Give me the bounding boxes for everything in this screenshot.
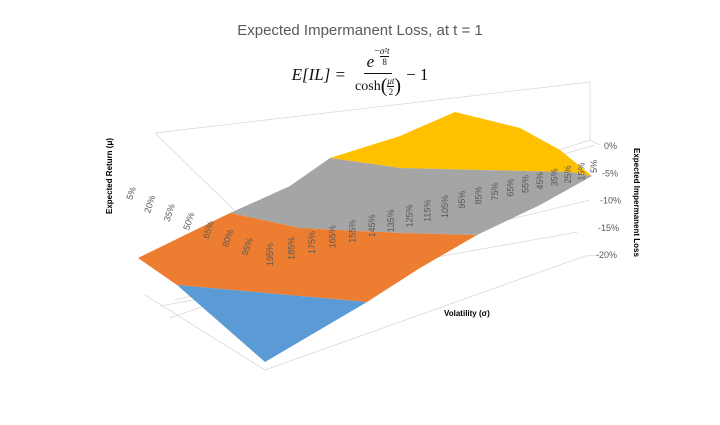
- gridline: [264, 255, 586, 371]
- surface-band-5-to-10: [230, 158, 592, 235]
- y-tick-label: 35%: [162, 203, 177, 223]
- formula-exp-den: 8: [382, 57, 387, 67]
- x-tick-label: 115%: [423, 200, 433, 222]
- x-tick-label: 175%: [307, 231, 317, 254]
- x-tick-label: 135%: [386, 209, 396, 232]
- formula-fraction: e − σ²t 8 cosh ( μt 2 ): [355, 46, 402, 98]
- surface-band-0-to-5: [330, 112, 592, 176]
- y-tick-label: 20%: [142, 194, 157, 214]
- x-tick-label: 185%: [286, 237, 296, 260]
- surface: [138, 112, 592, 362]
- formula-exponent: − σ²t 8: [374, 46, 390, 67]
- x-tick-label: 35%: [549, 168, 559, 186]
- formula-numerator: e − σ²t 8: [363, 46, 393, 74]
- z-tick-label: -15%: [598, 223, 619, 233]
- surface-band-15-to-20: [177, 285, 367, 362]
- x-tick-label: 25%: [563, 165, 573, 183]
- x-tick-label: 45%: [535, 172, 545, 190]
- x-tick-labels: 195% 185% 175% 165% 155% 145% 135% 125% 115% 105%…: [265, 160, 599, 266]
- z-axis-title: Expected Impermanent Loss: [632, 148, 641, 257]
- x-tick-label: 75%: [490, 182, 500, 200]
- gridline: [589, 139, 601, 146]
- y-tick-label: 50%: [181, 211, 196, 231]
- z-tick-label: -10%: [600, 196, 621, 206]
- z-tick-label: -20%: [596, 250, 617, 260]
- z-tick-label: 0%: [604, 141, 617, 151]
- x-tick-label: 5%: [589, 160, 599, 173]
- z-tick-labels: 0% -5% -10% -15% -20%: [596, 141, 621, 260]
- formula-exp-sign: −: [374, 46, 380, 57]
- surface-band-10-to-15: [138, 213, 477, 302]
- x-tick-label: 145%: [367, 214, 377, 237]
- formula-exp-num: σ²t: [379, 46, 390, 57]
- formula-den-func: cosh: [355, 78, 381, 94]
- formula-den-num: μt: [387, 76, 395, 87]
- gridline: [144, 294, 266, 371]
- formula-exp-fraction: σ²t 8: [379, 46, 390, 67]
- formula: E[IL] = e − σ²t 8 cosh ( μt 2 ) − 1: [0, 46, 720, 98]
- x-tick-label: 55%: [521, 175, 531, 193]
- x-tick-label: 95%: [457, 191, 467, 209]
- formula-num-base: e: [366, 52, 375, 71]
- x-tick-label: 65%: [505, 179, 515, 197]
- gridline: [154, 81, 591, 134]
- x-tick-label: 15%: [576, 163, 586, 181]
- chart-title: Expected Impermanent Loss, at t = 1: [237, 22, 483, 39]
- z-tick-label: -5%: [602, 168, 618, 178]
- x-tick-label: 165%: [328, 225, 338, 248]
- formula-den-fraction: μt 2: [387, 76, 395, 97]
- y-axis-title: Expected Return (μ): [105, 138, 114, 214]
- formula-denominator: cosh ( μt 2 ): [355, 75, 402, 97]
- y-tick-label: 5%: [124, 186, 138, 201]
- formula-den-den: 2: [388, 87, 394, 97]
- x-tick-label: 105%: [440, 195, 450, 218]
- x-tick-label: 125%: [404, 204, 414, 227]
- x-tick-label: 195%: [265, 243, 275, 266]
- x-tick-label: 155%: [348, 220, 358, 243]
- x-axis-title: Volatility (σ): [444, 309, 490, 318]
- gridline: [584, 254, 601, 257]
- formula-lhs: E[IL] =: [291, 65, 347, 84]
- formula-tail: − 1: [406, 65, 429, 84]
- x-tick-label: 85%: [474, 186, 484, 204]
